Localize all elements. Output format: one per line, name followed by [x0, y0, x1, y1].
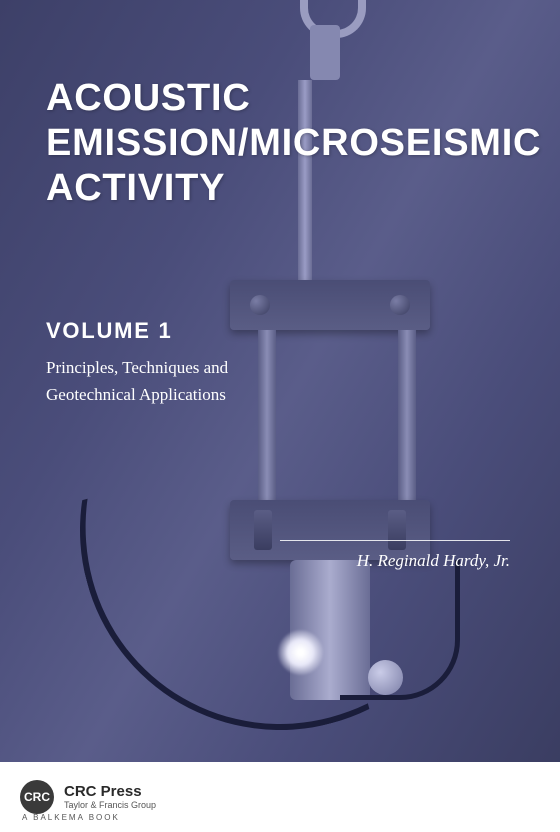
title-line-3: ACTIVITY	[46, 166, 530, 211]
publisher-text: CRC Press Taylor & Francis Group	[64, 783, 156, 811]
title-line-1: ACOUSTIC	[46, 76, 530, 121]
publisher-tagline: Taylor & Francis Group	[64, 800, 156, 810]
volume-label: VOLUME 1	[46, 318, 266, 344]
author-name: H. Reginald Hardy, Jr.	[280, 551, 510, 571]
crc-logo-icon: CRC	[20, 780, 54, 814]
main-title: ACOUSTIC EMISSION/MICROSEISMIC ACTIVITY	[46, 76, 530, 210]
author-divider	[280, 540, 510, 541]
publisher-footer: CRC CRC Press Taylor & Francis Group A B…	[0, 762, 560, 832]
subtitle: Principles, Techniques and Geotechnical …	[46, 354, 266, 408]
title-block: ACOUSTIC EMISSION/MICROSEISMIC ACTIVITY	[46, 76, 530, 210]
imprint-label: A BALKEMA BOOK	[22, 813, 120, 822]
volume-block: VOLUME 1 Principles, Techniques and Geot…	[46, 318, 266, 408]
publisher-name: CRC Press	[64, 783, 156, 800]
title-line-2: EMISSION/MICROSEISMIC	[46, 121, 530, 166]
author-block: H. Reginald Hardy, Jr.	[280, 540, 510, 571]
book-cover: ACOUSTIC EMISSION/MICROSEISMIC ACTIVITY …	[0, 0, 560, 832]
